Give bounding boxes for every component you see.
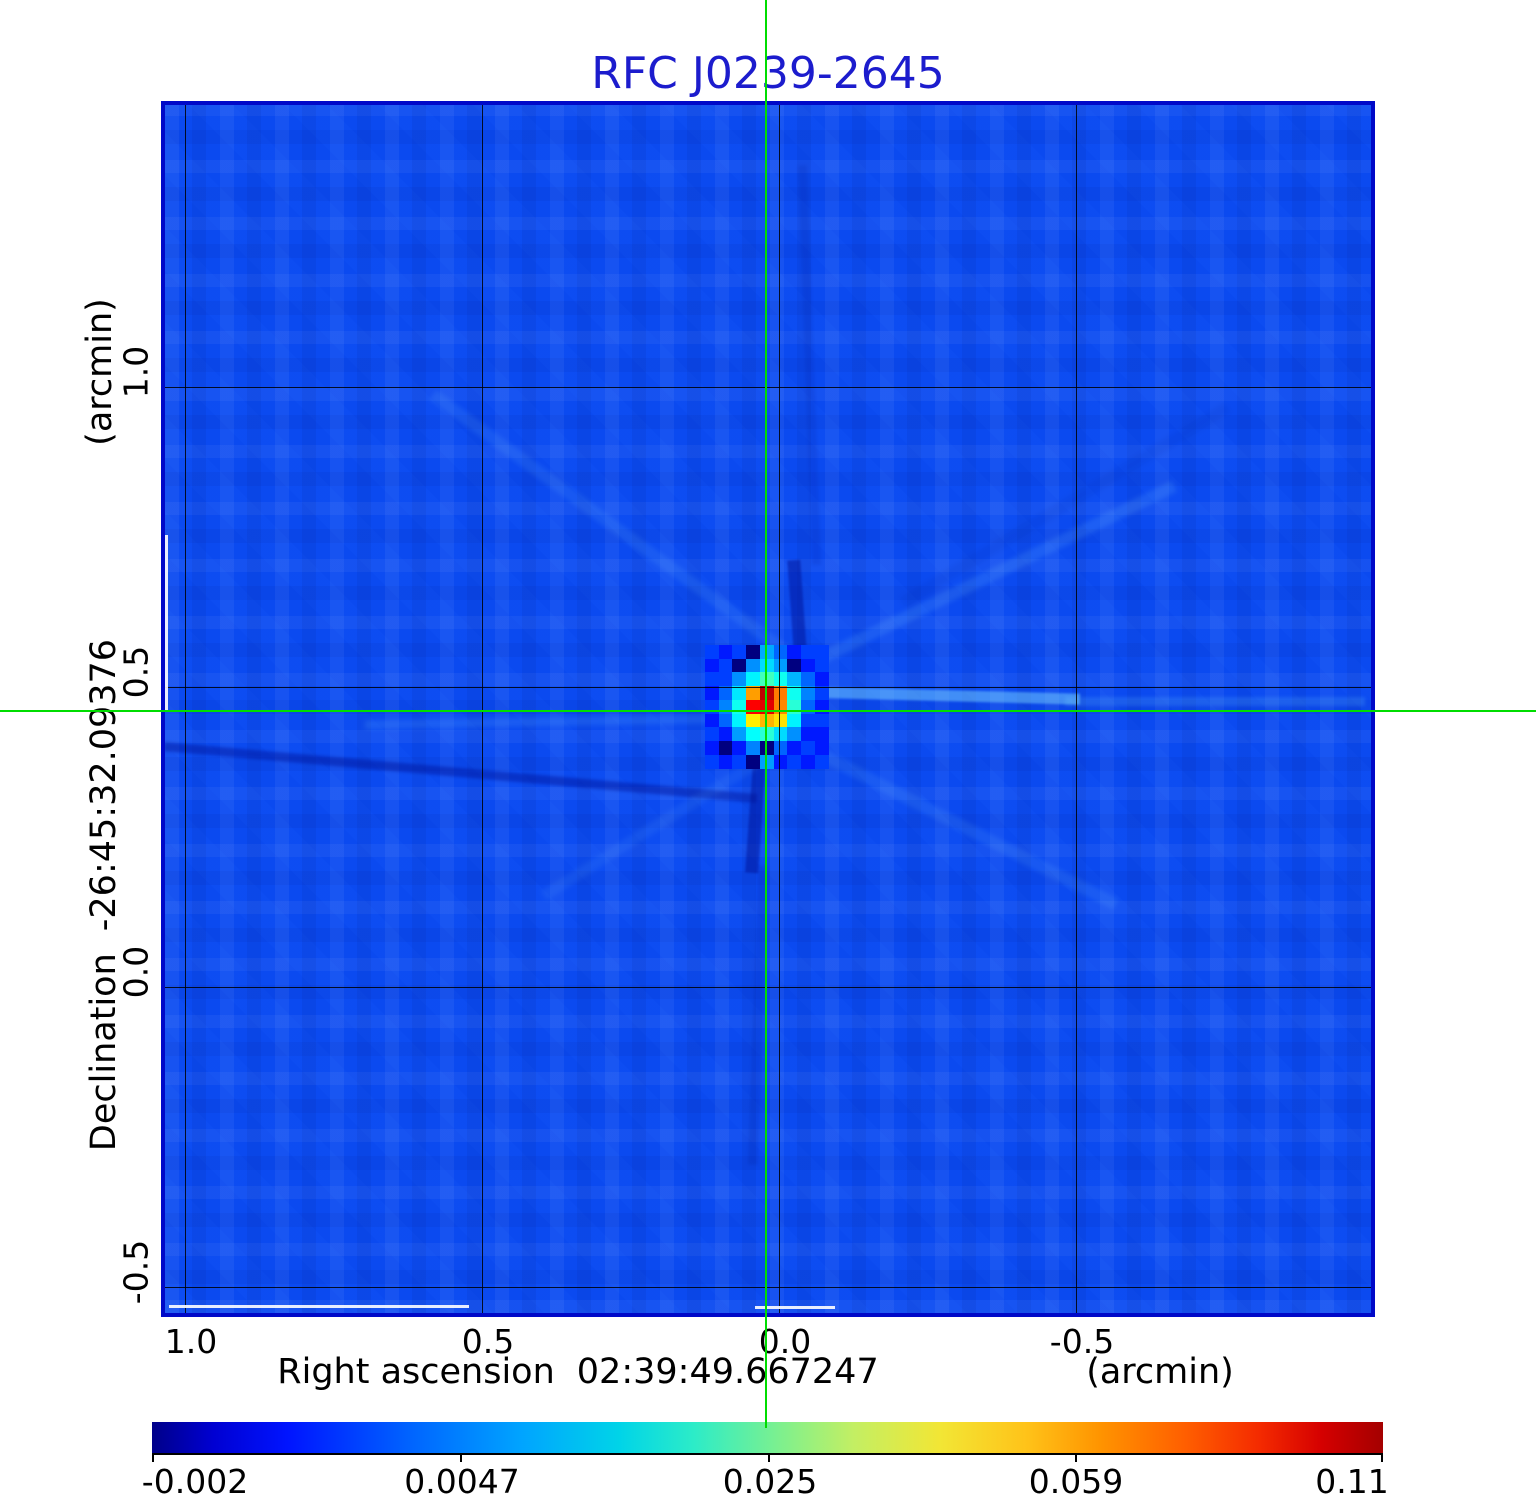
- x-axis-coordinate: 02:39:49.667247: [576, 1352, 879, 1392]
- grid-line-vertical: [1076, 105, 1077, 1313]
- grid-line-horizontal: [165, 987, 1371, 988]
- plot-area: [161, 101, 1375, 1317]
- artifact-streak: [429, 389, 801, 665]
- grid-line-horizontal: [165, 1287, 1371, 1288]
- crosshair-horizontal-line: [0, 710, 1536, 712]
- grid-line-horizontal: [165, 387, 1371, 388]
- grid-line-vertical: [779, 105, 780, 1313]
- artifact-streak: [541, 758, 759, 901]
- x-axis-unit: (arcmin): [1086, 1352, 1234, 1392]
- colorbar-tick-label: -0.002: [141, 1462, 249, 1501]
- y-tick-label: -0.5: [116, 1239, 156, 1305]
- x-tick-label: 0.0: [758, 1322, 812, 1361]
- colorbar-tick: [768, 1455, 770, 1462]
- artifact-streak: [799, 686, 1081, 705]
- y-axis-coordinate: -26:45:32.09376: [84, 638, 124, 932]
- x-tick-label: 0.5: [461, 1322, 515, 1361]
- artifact-streak: [1065, 697, 1365, 706]
- colorbar-tick-label: 0.11: [1315, 1462, 1389, 1501]
- x-tick-label: 1.0: [164, 1322, 218, 1361]
- y-axis-label: Declination -26:45:32.09376: [84, 639, 124, 1151]
- colorbar: [152, 1422, 1383, 1455]
- x-axis-label: Right ascension 02:39:49.667247: [277, 1352, 878, 1392]
- artifact-streak: [798, 164, 821, 566]
- x-tick-label: -0.5: [1049, 1322, 1115, 1361]
- grid-line-vertical: [482, 105, 483, 1313]
- y-axis-label-text: Declination: [84, 953, 124, 1152]
- artifact-streak: [801, 740, 1119, 910]
- artifact-streak: [803, 480, 1177, 672]
- image-edge-notch: [169, 1305, 469, 1308]
- artifact-streak: [165, 742, 758, 803]
- image-edge-notch: [755, 1306, 835, 1309]
- colorbar-tick: [152, 1455, 154, 1462]
- grid-line-horizontal: [165, 687, 1371, 688]
- y-axis-unit: (arcmin): [80, 298, 120, 446]
- colorbar-tick: [1075, 1455, 1077, 1462]
- y-tick-label: 1.0: [116, 345, 156, 399]
- colorbar-tick-label: 0.025: [722, 1462, 818, 1501]
- x-axis-label-text: Right ascension: [277, 1352, 555, 1392]
- crosshair-vertical-line: [765, 0, 767, 1428]
- artifact-streak: [899, 401, 1231, 609]
- colorbar-tick: [1381, 1455, 1383, 1462]
- image-edge-notch: [165, 535, 168, 710]
- colorbar-tick: [460, 1455, 462, 1462]
- plot-title: RFC J0239-2645: [591, 48, 945, 99]
- artifact-streak: [364, 713, 746, 730]
- grid-line-vertical: [185, 105, 186, 1313]
- colorbar-tick-label: 0.059: [1028, 1462, 1124, 1501]
- colorbar-tick-label: 0.0047: [404, 1462, 520, 1501]
